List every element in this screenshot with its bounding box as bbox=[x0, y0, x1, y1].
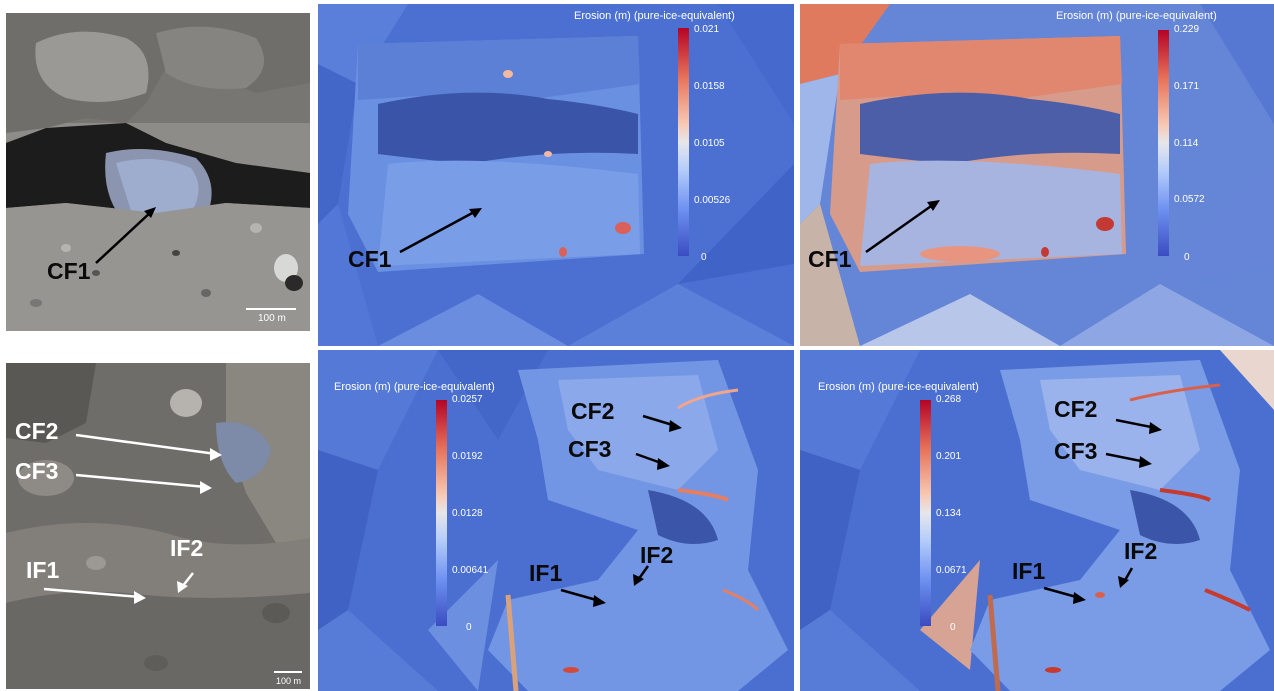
bottom-left-arrows bbox=[43, 433, 222, 604]
photo-bottom-left-terrain bbox=[6, 363, 310, 689]
colorbar-tick: 0.0158 bbox=[694, 81, 725, 92]
colorbar-tick: 0 bbox=[950, 622, 956, 633]
erosion-map-bottom-right-surface bbox=[800, 350, 1274, 691]
colorbar-title: Erosion (m) (pure-ice-equivalent) bbox=[1056, 10, 1217, 22]
colorbar bbox=[436, 400, 447, 626]
erosion-map-bottom-right: CF2 CF3 IF1 IF2 Erosion (m) (pure-ice-eq… bbox=[800, 350, 1274, 691]
colorbar-tick: 0.0192 bbox=[452, 451, 483, 462]
cf2-label: CF2 bbox=[15, 418, 59, 444]
colorbar-tick: 0.0572 bbox=[1174, 194, 1205, 205]
cf3-label: CF3 bbox=[1054, 438, 1098, 464]
if1-label: IF1 bbox=[26, 557, 60, 583]
scale-bar-label: 100 m bbox=[258, 313, 286, 324]
erosion-map-bottom-middle: CF2 CF3 IF1 IF2 Erosion (m) (pure-ice-eq… bbox=[318, 350, 794, 691]
colorbar-tick: 0.0257 bbox=[452, 394, 483, 405]
scale-bar-label: 100 m bbox=[276, 676, 302, 686]
if2-label: IF2 bbox=[640, 542, 674, 568]
scale-bar bbox=[246, 308, 296, 310]
colorbar-tick: 0 bbox=[1184, 252, 1190, 263]
bottom-right-arrows bbox=[1043, 418, 1162, 604]
cf1-label: CF1 bbox=[47, 258, 91, 284]
if2-label: IF2 bbox=[170, 535, 204, 561]
colorbar-tick: 0.0105 bbox=[694, 138, 725, 149]
colorbar-title: Erosion (m) (pure-ice-equivalent) bbox=[574, 10, 735, 22]
cf3-label: CF3 bbox=[15, 458, 59, 484]
cf1-label: CF1 bbox=[808, 246, 852, 272]
colorbar-tick: 0.229 bbox=[1174, 24, 1200, 35]
cf1-arrow-top-middle bbox=[399, 208, 482, 254]
colorbar bbox=[678, 28, 689, 256]
erosion-map-top-right-surface bbox=[800, 4, 1274, 346]
photo-bottom-left: CF2 CF3 IF1 IF2 100 m bbox=[6, 363, 310, 689]
if1-label: IF1 bbox=[529, 560, 563, 586]
colorbar-title: Erosion (m) (pure-ice-equivalent) bbox=[334, 381, 495, 393]
colorbar-tick: 0.0671 bbox=[936, 565, 967, 576]
scale-bar bbox=[274, 671, 302, 673]
photo-top-left-terrain bbox=[6, 13, 310, 331]
colorbar-tick: 0.021 bbox=[694, 24, 720, 35]
cf1-arrow-top-left bbox=[95, 207, 156, 264]
colorbar-tick: 0.201 bbox=[936, 451, 962, 462]
cf1-label: CF1 bbox=[348, 246, 392, 272]
erosion-map-bottom-middle-surface bbox=[318, 350, 794, 691]
cf3-label: CF3 bbox=[568, 436, 612, 462]
cf1-arrow-top-right bbox=[865, 200, 940, 254]
colorbar-tick: 0 bbox=[701, 252, 707, 263]
photo-top-left: CF1 100 m bbox=[6, 13, 310, 331]
colorbar-tick: 0.171 bbox=[1174, 81, 1200, 92]
colorbar bbox=[1158, 30, 1169, 256]
erosion-map-top-middle-surface bbox=[318, 4, 794, 346]
erosion-map-top-middle: CF1 Erosion (m) (pure-ice-equivalent) 0.… bbox=[318, 4, 794, 346]
colorbar bbox=[920, 400, 931, 626]
if2-label: IF2 bbox=[1124, 538, 1158, 564]
cf2-label: CF2 bbox=[571, 398, 615, 424]
bottom-middle-arrows bbox=[560, 414, 682, 607]
colorbar-title: Erosion (m) (pure-ice-equivalent) bbox=[818, 381, 979, 393]
erosion-map-top-right: CF1 Erosion (m) (pure-ice-equivalent) 0.… bbox=[800, 4, 1274, 346]
colorbar-tick: 0.268 bbox=[936, 394, 962, 405]
colorbar-tick: 0.134 bbox=[936, 508, 962, 519]
colorbar-tick: 0.0128 bbox=[452, 508, 483, 519]
colorbar-tick: 0 bbox=[466, 622, 472, 633]
colorbar-tick: 0.114 bbox=[1174, 138, 1199, 149]
cf2-label: CF2 bbox=[1054, 396, 1098, 422]
colorbar-tick: 0.00526 bbox=[694, 195, 731, 206]
if1-label: IF1 bbox=[1012, 558, 1046, 584]
colorbar-tick: 0.00641 bbox=[452, 565, 489, 576]
